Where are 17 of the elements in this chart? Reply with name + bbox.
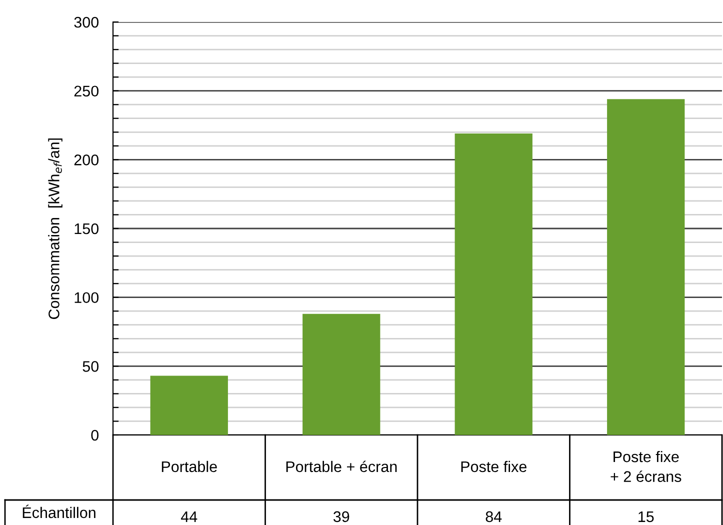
y-tick-label: 250 xyxy=(74,86,99,97)
y-tick-label: 200 xyxy=(74,154,99,166)
x-tick-label: Portable xyxy=(162,460,217,472)
x-tick-label: Poste fixe xyxy=(461,460,526,472)
x-tick-label: Poste fixe + 2 écrans xyxy=(610,450,682,482)
y-tick-label: 100 xyxy=(74,292,99,304)
text: 44 xyxy=(180,511,198,522)
y-axis-title: Consommation [kWh$_{ef}$/an] xyxy=(48,138,62,320)
y-tick-label: 150 xyxy=(74,223,99,234)
text: 39 xyxy=(333,511,350,522)
y-tick-label: 0 xyxy=(91,430,99,441)
y-tick-label: 300 xyxy=(74,16,99,28)
x-tick-label: Portable + écran xyxy=(286,460,397,472)
text: 84 xyxy=(486,511,502,522)
text: 15 xyxy=(638,511,654,522)
y-tick-label: 50 xyxy=(82,361,99,372)
text: Échantillon xyxy=(22,504,96,518)
